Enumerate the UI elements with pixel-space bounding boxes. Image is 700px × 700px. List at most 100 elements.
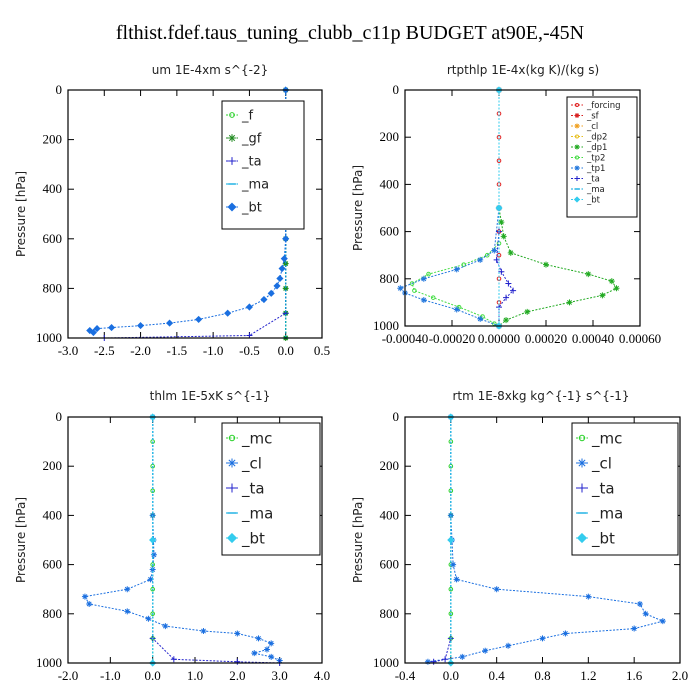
data-point: [448, 586, 454, 592]
legend-swatch-marker: [576, 532, 588, 544]
legend-swatch-marker: [574, 165, 580, 171]
data-point: [282, 235, 290, 243]
data-point: [273, 282, 281, 290]
legend-label: _bt: [586, 195, 601, 205]
data-point: [145, 615, 152, 622]
legend-item-ma: _ma: [226, 504, 273, 523]
legend-label: _bt: [591, 529, 615, 548]
data-point: [149, 536, 157, 544]
x-tick-label: 0.0: [145, 668, 161, 683]
legend-label: _sf: [586, 111, 600, 121]
data-point: [498, 268, 505, 275]
data-point: [260, 295, 268, 304]
chart-panel-1: um 1E-4xm s^{-2} Pressure [hPa] 0 200 400 600…: [14, 63, 330, 358]
legend-swatch-marker: [574, 123, 580, 129]
legend-item-sf: _sf: [571, 111, 600, 121]
legend-swatch-marker: [574, 175, 580, 182]
x-tick-label: -1.0: [100, 668, 121, 683]
data-point: [461, 262, 467, 267]
legend-item-bt: _bt: [571, 195, 601, 205]
data-point: [162, 623, 169, 630]
data-point: [456, 304, 462, 310]
data-point: [524, 308, 531, 315]
series-line: [399, 90, 500, 327]
data-point: [505, 280, 512, 287]
legend-item-mc: _mc: [576, 429, 622, 448]
legend: _forcing_sf_cl_dp2_dp1_tp2_tp1_ta_ma_bt: [566, 96, 638, 218]
y-tick-label: 400: [43, 181, 63, 196]
data-point: [245, 303, 253, 311]
data-point: [453, 576, 460, 583]
x-tick-label: 0.00000: [478, 331, 520, 346]
chart-title: rtpthlp 1E-4x(kg K)/(kg s): [447, 63, 599, 77]
data-point: [459, 653, 466, 660]
legend-item-ma: _ma: [576, 504, 623, 523]
x-tick-label: 0.5: [314, 343, 330, 358]
data-point: [585, 593, 592, 600]
y-tick-label: 0: [393, 409, 400, 424]
chart-panel-3: thlm 1E-5xK s^{-1} Pressure [hPa] 0 200 400 6…: [14, 389, 330, 683]
series-bt: [86, 86, 290, 337]
data-point: [268, 640, 275, 647]
data-point: [484, 252, 490, 258]
legend-swatch-marker: [574, 144, 580, 150]
data-point: [426, 271, 431, 277]
data-point: [89, 328, 97, 337]
legend-swatch-marker: [228, 134, 236, 142]
data-point: [278, 264, 286, 273]
chart-title: um 1E-4xm s^{-2}: [152, 63, 268, 77]
legend-label: _ta: [591, 479, 615, 498]
legend: _mc _cl _ta _ma _bt: [221, 422, 321, 556]
y-tick-label: 400: [43, 507, 63, 522]
series-line: [427, 417, 665, 663]
data-point: [150, 562, 155, 567]
chart-panel-4: rtm 1E-8xkg kg^{-1} s^{-1} Pressure [hPa]…: [351, 389, 688, 683]
x-tick-label: 0.00040: [572, 331, 614, 346]
legend-label: _ta: [241, 479, 265, 498]
legend-label: _f: [241, 109, 254, 124]
data-point: [477, 256, 484, 263]
x-tick-label: -0.00020: [429, 331, 476, 346]
data-point: [539, 635, 546, 642]
legend-label: _tp1: [586, 164, 605, 174]
data-point: [453, 306, 460, 313]
series-dp1: [496, 87, 620, 329]
y-tick-label: 800: [380, 271, 400, 286]
legend-box: [571, 422, 679, 556]
y-tick-label: 600: [43, 231, 63, 246]
x-tick-label: -2.0: [130, 343, 151, 358]
legend: _f _gf _ta _ma _bt: [221, 100, 305, 230]
data-point: [599, 292, 606, 299]
legend-swatch-marker: [577, 483, 587, 493]
data-point: [420, 275, 427, 282]
chart-title: rtm 1E-8xkg kg^{-1} s^{-1}: [452, 389, 629, 403]
legend: _mc _cl _ta _ma _bt: [571, 422, 679, 556]
y-tick-label: 800: [43, 606, 63, 621]
data-point: [450, 561, 457, 568]
data-point: [503, 294, 510, 301]
data-point: [276, 274, 284, 283]
y-tick-label: 600: [380, 557, 400, 572]
series-line: [411, 90, 500, 327]
x-tick-label: -2.5: [94, 343, 115, 358]
data-point: [453, 266, 460, 273]
legend-label: _mc: [591, 429, 622, 448]
data-point: [268, 653, 275, 660]
data-point: [562, 630, 569, 637]
data-point: [642, 610, 649, 617]
legend-item-ta: _ta: [571, 174, 600, 184]
data-point: [482, 647, 489, 654]
data-point: [86, 600, 93, 607]
y-tick-label: 600: [380, 224, 400, 239]
data-point: [150, 586, 155, 592]
x-tick-label: 3.0: [272, 668, 288, 683]
x-tick-label: 4.0: [314, 668, 330, 683]
legend-box: [221, 422, 321, 556]
x-tick-label: 0.4: [489, 668, 506, 683]
legend-label: _forcing: [586, 101, 621, 111]
legend-label: _ma: [241, 178, 269, 193]
x-tick-label: 1.2: [580, 668, 596, 683]
legend-item-bt: _bt: [576, 529, 615, 548]
legend-item-ma: _ma: [226, 178, 269, 193]
